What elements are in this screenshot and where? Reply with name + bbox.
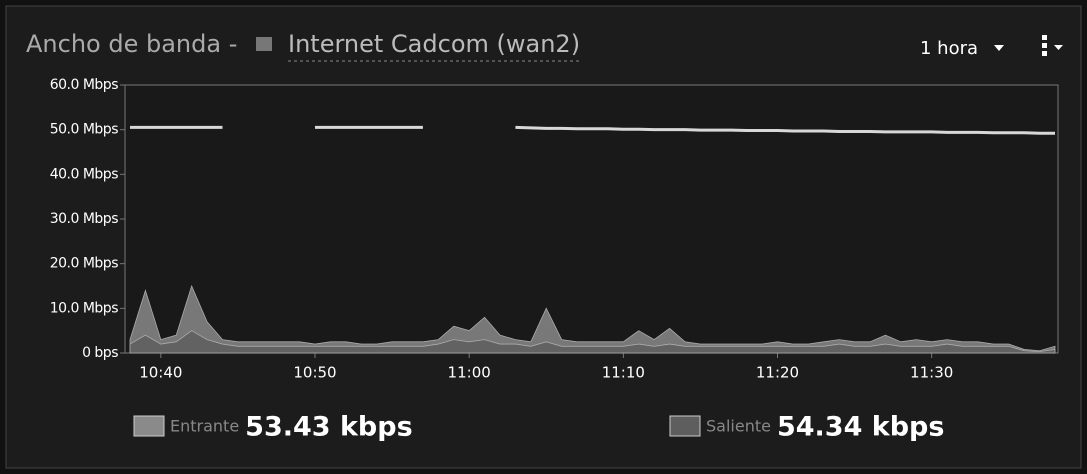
plot-area [124, 84, 1059, 354]
range-dropdown[interactable]: 1 hora [920, 38, 978, 59]
legend-swatch [133, 415, 165, 437]
widget-title: Ancho de banda - [26, 30, 237, 58]
y-tick-label: 60.0 Mbps [50, 77, 118, 93]
menu-button[interactable] [1042, 35, 1063, 56]
y-tick-label: 50.0 Mbps [50, 122, 118, 138]
x-tick-label: 10:40 [139, 364, 182, 382]
legend-name: Entrante [170, 417, 239, 436]
interface-name[interactable]: Internet Cadcom (wan2) [288, 30, 580, 58]
limit-line [515, 125, 1055, 135]
x-tick-label: 10:50 [293, 364, 336, 382]
x-tick-label: 11:00 [448, 364, 491, 382]
y-tick-label: 40.0 Mbps [50, 166, 118, 182]
area [129, 330, 1056, 354]
x-tick-label: 11:10 [602, 364, 645, 382]
legend-value: 54.34 kbps [777, 412, 944, 443]
dropdown-caret [994, 45, 1004, 51]
legend-swatch [669, 415, 701, 437]
y-tick-label: 30.0 Mbps [50, 211, 118, 227]
y-tick-label: 10.0 Mbps [50, 300, 118, 316]
legend-name: Saliente [706, 417, 771, 436]
interface-icon [256, 37, 272, 51]
y-tick-label: 0 bps [82, 345, 118, 361]
y-tick-label: 20.0 Mbps [50, 256, 118, 272]
x-tick-label: 11:30 [910, 364, 953, 382]
x-tick-label: 11:20 [756, 364, 799, 382]
legend-value: 53.43 kbps [245, 412, 412, 443]
